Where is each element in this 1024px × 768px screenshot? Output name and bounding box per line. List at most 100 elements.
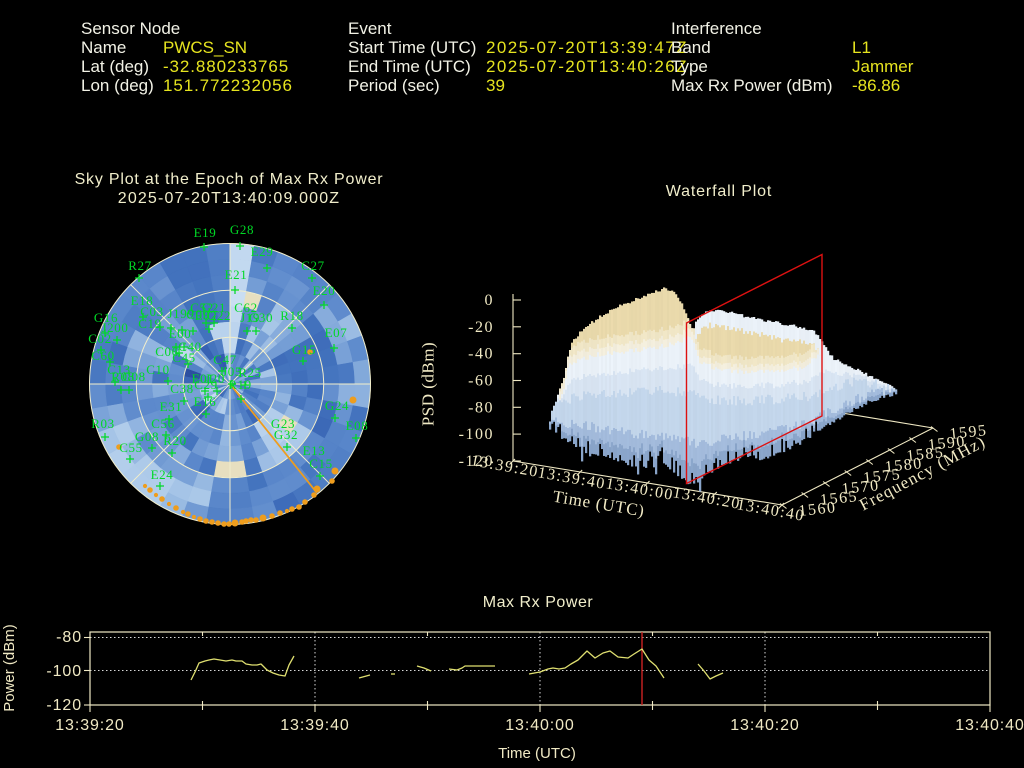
- svg-text:R08: R08: [111, 369, 134, 384]
- svg-text:G08: G08: [135, 429, 159, 444]
- svg-text:Lat (deg): Lat (deg): [81, 57, 149, 76]
- svg-text:Waterfall Plot: Waterfall Plot: [666, 183, 772, 200]
- svg-text:1585: 1585: [906, 444, 946, 465]
- svg-text:-80: -80: [56, 629, 82, 646]
- svg-text:-80: -80: [468, 399, 494, 416]
- svg-text:R25: R25: [238, 365, 261, 380]
- svg-text:1565: 1565: [819, 488, 859, 509]
- svg-text:C03: C03: [140, 304, 163, 319]
- svg-text:13:39:20: 13:39:20: [55, 717, 124, 734]
- svg-text:J19: J19: [240, 310, 260, 325]
- svg-text:1570: 1570: [841, 477, 881, 498]
- svg-text:J199: J199: [168, 306, 195, 321]
- svg-text:G28: G28: [230, 222, 254, 237]
- svg-text:G16: G16: [94, 310, 118, 325]
- svg-text:G23: G23: [271, 416, 295, 431]
- svg-text:Jammer: Jammer: [852, 57, 914, 76]
- svg-text:Sensor Node: Sensor Node: [81, 19, 180, 38]
- svg-text:R18: R18: [280, 308, 303, 323]
- svg-text:E24: E24: [151, 467, 174, 482]
- svg-text:-100: -100: [459, 426, 494, 443]
- svg-text:E07: E07: [325, 325, 348, 340]
- svg-text:C60: C60: [91, 348, 114, 363]
- svg-text:-86.86: -86.86: [852, 76, 900, 95]
- svg-text:C08: C08: [122, 369, 145, 384]
- svg-text:G30: G30: [249, 310, 273, 325]
- svg-text:C52: C52: [190, 300, 213, 315]
- svg-text:C38: C38: [170, 381, 193, 396]
- svg-text:E16: E16: [194, 394, 217, 409]
- svg-text:E13: E13: [303, 443, 326, 458]
- svg-text:1575: 1575: [862, 466, 902, 487]
- svg-text:-120: -120: [459, 453, 494, 470]
- svg-text:-60: -60: [468, 372, 494, 389]
- svg-text:Name: Name: [81, 38, 126, 57]
- svg-text:E01: E01: [192, 371, 215, 386]
- svg-text:1560: 1560: [798, 499, 838, 520]
- svg-text:1590: 1590: [927, 433, 967, 454]
- svg-text:2025-07-20T13:40:26Z: 2025-07-20T13:40:26Z: [486, 57, 688, 76]
- svg-text:Interference: Interference: [671, 19, 762, 38]
- svg-text:-20: -20: [468, 319, 494, 336]
- svg-text:13:40:40: 13:40:40: [955, 717, 1024, 734]
- svg-text:Period (sec): Period (sec): [348, 76, 440, 95]
- svg-text:PSD (dBm): PSD (dBm): [419, 342, 438, 426]
- svg-text:G32: G32: [274, 427, 298, 442]
- svg-text:Start Time (UTC): Start Time (UTC): [348, 38, 476, 57]
- svg-text:2025-07-20T13:39:47Z: 2025-07-20T13:39:47Z: [486, 38, 688, 57]
- svg-text:C29: C29: [194, 377, 217, 392]
- svg-text:C06: C06: [155, 344, 178, 359]
- svg-text:C27: C27: [301, 258, 324, 273]
- svg-text:13:40:00: 13:40:00: [505, 717, 574, 734]
- svg-text:J05: J05: [222, 364, 242, 379]
- svg-text:G24: G24: [325, 398, 349, 413]
- svg-text:-100: -100: [46, 663, 82, 680]
- svg-text:Event: Event: [348, 19, 392, 38]
- svg-text:Type: Type: [671, 57, 708, 76]
- svg-text:-120: -120: [46, 697, 82, 714]
- svg-text:E29: E29: [251, 244, 274, 259]
- svg-text:E21: E21: [225, 267, 248, 282]
- svg-text:Max Rx Power (dBm): Max Rx Power (dBm): [671, 76, 833, 95]
- svg-text:C45: C45: [172, 350, 195, 365]
- svg-text:Time (UTC): Time (UTC): [498, 745, 576, 762]
- svg-text:E02: E02: [195, 308, 218, 323]
- svg-text:C10: C10: [146, 362, 169, 377]
- svg-text:J20: J20: [205, 371, 225, 386]
- svg-text:C62: C62: [234, 300, 257, 315]
- svg-text:R20: R20: [163, 433, 186, 448]
- svg-text:1580: 1580: [884, 455, 924, 476]
- svg-text:Power (dBm): Power (dBm): [1, 624, 18, 712]
- svg-text:R27: R27: [128, 258, 151, 273]
- svg-text:G21: G21: [202, 300, 226, 315]
- svg-text:R03: R03: [91, 416, 114, 431]
- svg-text:E19: E19: [194, 225, 217, 240]
- svg-text:E08: E08: [346, 418, 369, 433]
- svg-text:PWCS_SN: PWCS_SN: [163, 38, 247, 57]
- svg-text:E18: E18: [131, 293, 154, 308]
- svg-text:E20: E20: [313, 283, 336, 298]
- svg-text:C55: C55: [119, 440, 142, 455]
- svg-text:13:40:20: 13:40:20: [730, 717, 799, 734]
- svg-text:39: 39: [486, 76, 505, 95]
- svg-text:Max Rx Power: Max Rx Power: [483, 594, 594, 611]
- svg-text:C19: C19: [138, 316, 161, 331]
- svg-text:Lon (deg): Lon (deg): [81, 76, 154, 95]
- svg-text:J200: J200: [102, 320, 129, 335]
- svg-text:2025-07-20T13:40:09.000Z: 2025-07-20T13:40:09.000Z: [118, 190, 340, 207]
- svg-text:-40: -40: [468, 346, 494, 363]
- svg-text:C15: C15: [309, 456, 332, 471]
- svg-text:C47: C47: [213, 352, 236, 367]
- svg-text:-32.880233765: -32.880233765: [163, 57, 289, 76]
- svg-text:13:39:40: 13:39:40: [280, 717, 349, 734]
- svg-text:C13: C13: [107, 362, 130, 377]
- svg-text:151.772232056: 151.772232056: [163, 76, 293, 95]
- svg-text:0: 0: [485, 292, 495, 309]
- svg-text:E31: E31: [160, 399, 183, 414]
- svg-text:Band: Band: [671, 38, 711, 57]
- svg-text:C09: C09: [186, 307, 209, 322]
- svg-text:Sky Plot at the Epoch of Max R: Sky Plot at the Epoch of Max Rx Power: [75, 171, 384, 188]
- svg-text:1595: 1595: [949, 422, 989, 443]
- svg-text:G15: G15: [292, 342, 316, 357]
- svg-text:G22: G22: [207, 308, 231, 323]
